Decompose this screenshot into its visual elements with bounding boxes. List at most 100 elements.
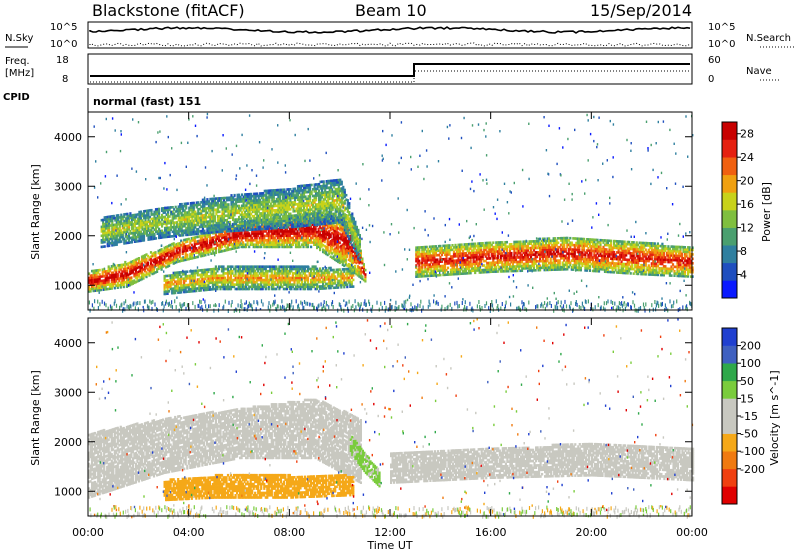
nave-tick-top: 60	[708, 55, 721, 66]
data-cell	[345, 221, 347, 224]
data-cell	[363, 263, 365, 266]
data-cell	[339, 241, 341, 244]
freq-tick-top: 18	[56, 55, 69, 66]
data-cell	[143, 237, 145, 240]
data-cell	[309, 195, 311, 198]
data-cell	[228, 233, 230, 236]
data-cell	[359, 239, 361, 242]
nsky-tick-bottom: 10^0	[50, 39, 77, 50]
data-cell	[342, 186, 344, 189]
data-cell	[364, 278, 366, 281]
data-cell	[359, 250, 361, 253]
data-cell	[161, 268, 163, 271]
data-cell	[227, 203, 229, 206]
data-cell	[195, 290, 197, 293]
power-panel: 1000200030004000 Slant Range [km] 481216…	[29, 112, 773, 313]
data-cell	[215, 247, 217, 250]
data-cell	[324, 241, 326, 244]
data-cell	[126, 270, 128, 273]
data-cell	[218, 211, 220, 214]
freq-label-1: Freq.	[5, 56, 30, 67]
data-cell	[187, 202, 189, 205]
data-cell	[185, 205, 187, 208]
data-cell	[115, 267, 117, 270]
data-cell	[345, 194, 347, 197]
data-cell	[364, 273, 366, 276]
data-cell	[253, 224, 255, 227]
data-cell	[357, 229, 359, 232]
data-cell	[351, 213, 353, 216]
data-cell	[356, 226, 358, 229]
data-cell	[116, 243, 118, 246]
cpid-label: CPID	[3, 92, 30, 103]
data-cell	[363, 265, 365, 268]
data-cell	[354, 221, 356, 224]
data-cell	[155, 237, 157, 240]
data-cell	[348, 236, 350, 239]
data-cell	[154, 251, 156, 254]
data-cell	[359, 245, 361, 248]
data-cell	[114, 287, 116, 290]
data-cell	[344, 189, 346, 192]
data-cell	[311, 184, 313, 187]
data-cell	[354, 265, 356, 268]
freq-tick-bottom: 8	[62, 74, 68, 85]
data-cell	[261, 223, 263, 226]
data-cell	[350, 223, 352, 226]
data-cell	[273, 196, 275, 199]
data-cell	[309, 186, 311, 189]
data-cell	[221, 246, 223, 249]
data-cell	[344, 191, 346, 194]
data-cell	[294, 199, 296, 202]
nsearch-tick-top: 10^5	[708, 22, 735, 33]
data-cell	[289, 208, 291, 211]
date-title: 15/Sep/2014	[590, 1, 692, 20]
data-cell	[359, 254, 361, 257]
data-cell	[108, 245, 110, 248]
data-cell	[173, 249, 175, 252]
data-cell	[231, 265, 233, 268]
data-cell	[359, 234, 361, 237]
data-cell	[364, 269, 366, 272]
data-cell	[168, 290, 170, 293]
data-cell	[99, 269, 101, 272]
data-cell	[345, 259, 347, 262]
data-cell	[117, 273, 119, 276]
nsearch-tick-bottom: 10^0	[708, 39, 735, 50]
data-cell	[266, 274, 268, 277]
data-cell	[311, 190, 313, 193]
nsky-tick-top: 10^5	[50, 22, 77, 33]
data-cell	[169, 215, 171, 218]
nsky-panel: N.Sky 10^5 10^0 10^5 10^0 N.Search	[5, 22, 795, 50]
data-cell	[243, 229, 245, 232]
data-cell	[361, 258, 363, 261]
data-cell	[275, 265, 277, 268]
data-cell	[348, 202, 350, 205]
data-cell	[189, 246, 191, 249]
freq-label-2: [MHz]	[5, 68, 34, 79]
data-cell	[147, 262, 149, 265]
data-cell	[197, 256, 199, 259]
data-cell	[230, 274, 232, 277]
cpid-text: normal (fast) 151	[93, 95, 201, 108]
data-cell	[145, 258, 147, 261]
data-cell	[347, 199, 349, 202]
data-cell	[341, 181, 343, 184]
data-cell	[323, 180, 325, 183]
nave-label: Nave	[746, 66, 772, 77]
data-cell	[186, 270, 188, 273]
data-cell	[186, 254, 188, 257]
station-title: Blackstone (fitACF)	[92, 1, 245, 20]
data-cell	[120, 240, 122, 243]
data-cell	[130, 276, 132, 279]
data-cell	[153, 233, 155, 236]
data-cell	[348, 211, 350, 214]
data-cell	[104, 245, 106, 248]
data-cell	[179, 249, 181, 252]
data-cell	[215, 251, 217, 254]
data-cell	[218, 268, 220, 271]
nave-tick-bottom: 0	[708, 74, 714, 85]
power-heatmap	[88, 113, 694, 313]
data-cell	[359, 259, 361, 262]
